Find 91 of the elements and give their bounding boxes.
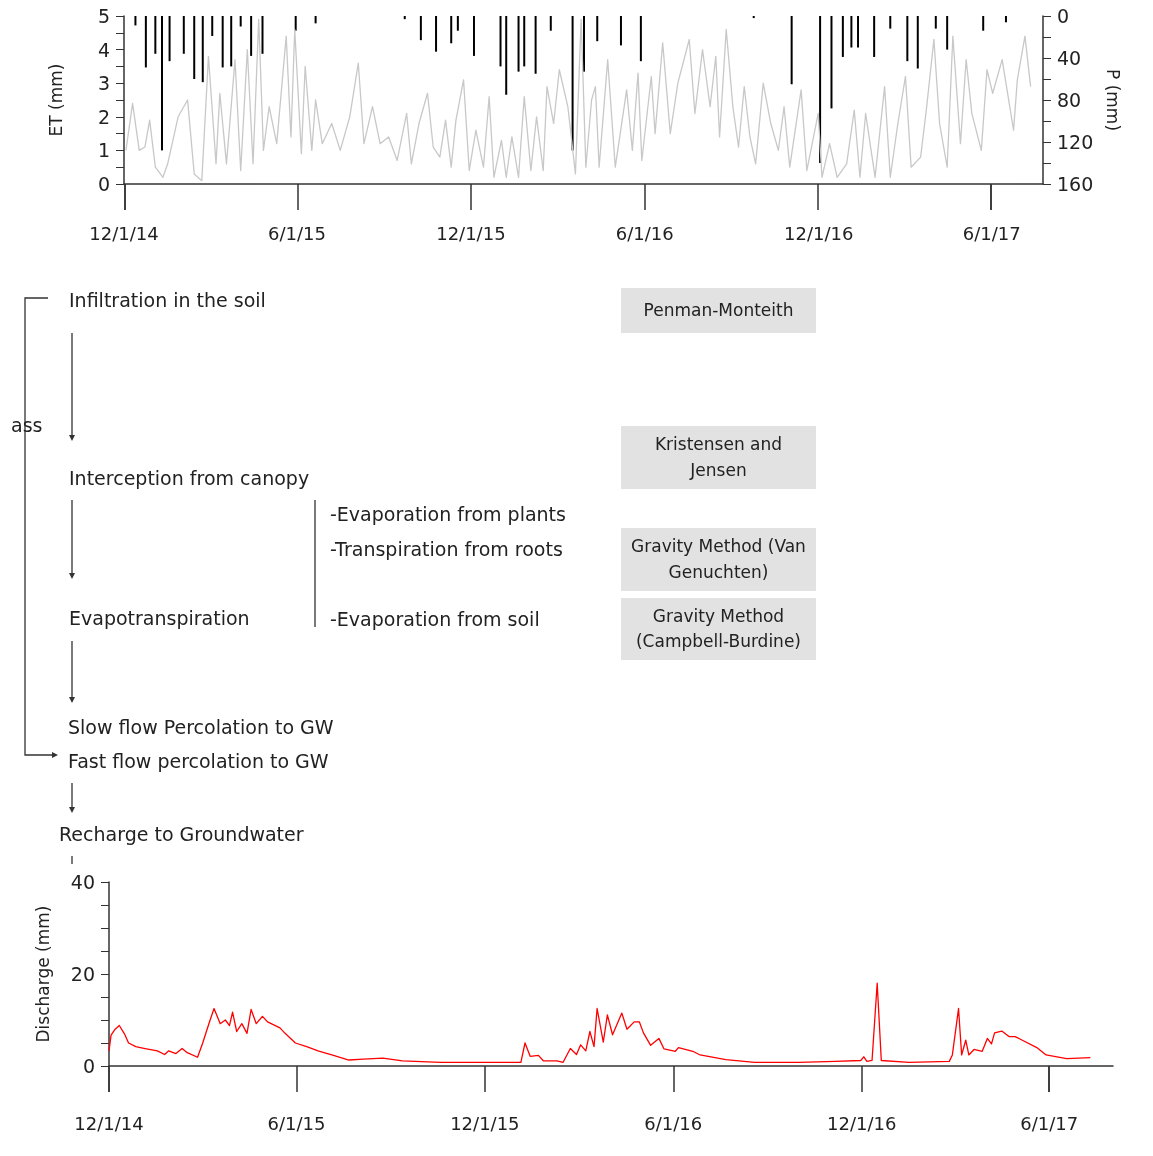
- text: Gravity Method (Campbell-Burdine): [621, 598, 816, 660]
- x-tick-label: 12/1/16: [784, 222, 854, 244]
- x-tick-label: 6/1/15: [267, 1112, 326, 1134]
- x-tick-label: 12/1/16: [827, 1112, 897, 1134]
- bar: [752, 16, 755, 19]
- bar: [230, 16, 233, 67]
- y-tick-label: 1: [97, 139, 110, 162]
- y-tick-label: 3: [97, 72, 110, 95]
- bar: [419, 16, 422, 41]
- x-tick-label: 12/1/15: [436, 222, 506, 244]
- text: -Evaporation from soil: [330, 608, 540, 630]
- x-tick-label: 12/1/14: [89, 222, 159, 244]
- text: Recharge to Groundwater: [59, 823, 304, 845]
- y2-tick-label: 40: [1057, 47, 1082, 69]
- text: Penman-Monteith: [621, 288, 816, 333]
- text: Infiltration in the soil: [69, 289, 266, 311]
- text: Kristensen and Jensen: [621, 426, 816, 489]
- x-tick-label: 6/1/15: [268, 222, 326, 244]
- bar: [450, 16, 453, 44]
- x-tick-label: 6/1/17: [1020, 1112, 1079, 1134]
- bar: [239, 16, 242, 27]
- y2-tick-label: 120: [1057, 131, 1094, 153]
- bar: [294, 16, 297, 31]
- bar: [982, 16, 985, 31]
- bar: [403, 16, 406, 20]
- y-tick-label: 0: [82, 1055, 95, 1077]
- bar: [889, 16, 892, 29]
- bar: [857, 16, 860, 48]
- bar: [850, 16, 853, 48]
- bar: [619, 16, 622, 46]
- y-tick-label: 0: [97, 173, 110, 195]
- bar: [596, 16, 599, 42]
- bar: [830, 16, 833, 109]
- x-tick-label: 6/1/16: [644, 1112, 703, 1134]
- y2-tick-label: 80: [1057, 89, 1082, 111]
- bar: [221, 16, 224, 68]
- x-tick-label: 12/1/14: [74, 1112, 144, 1134]
- x-tick-label: 12/1/15: [450, 1112, 520, 1134]
- y-tick-label: 2: [97, 105, 110, 128]
- line-series: [125, 18, 1032, 182]
- bar: [534, 16, 537, 74]
- y-axis-title: ET (mm): [45, 63, 66, 137]
- bar: [201, 16, 204, 83]
- y2-tick-label: 160: [1057, 173, 1094, 195]
- bar: [211, 16, 214, 36]
- text: Evapotranspiration: [69, 607, 250, 629]
- bar: [193, 16, 196, 79]
- text: Slow flow Percolation to GW: [68, 716, 334, 738]
- bar: [499, 16, 502, 67]
- bar: [934, 16, 937, 29]
- line-series: [108, 982, 1091, 1063]
- bar: [134, 16, 137, 26]
- bar: [571, 16, 574, 151]
- x-tick-label: 6/1/16: [615, 222, 674, 244]
- bar: [790, 16, 793, 85]
- bar: [841, 16, 844, 57]
- bar: [906, 16, 909, 62]
- y-tick-label: 4: [97, 38, 110, 61]
- bar: [314, 16, 317, 24]
- bar: [523, 16, 526, 67]
- bar: [160, 16, 163, 151]
- text: Gravity Method (Van Genuchten): [621, 528, 816, 591]
- bar: [1004, 16, 1007, 23]
- y-tick-label: 40: [70, 871, 95, 893]
- text: -Transpiration from roots: [330, 538, 563, 560]
- bar: [261, 16, 264, 54]
- bar: [168, 16, 171, 62]
- bar: [873, 16, 876, 57]
- bar: [549, 16, 552, 31]
- text: Interception from canopy: [69, 467, 310, 489]
- x-tick-label: 6/1/17: [962, 222, 1021, 244]
- y-axis-title: Discharge (mm): [32, 905, 53, 1043]
- y-tick-label: 5: [97, 5, 110, 27]
- bar: [144, 16, 147, 68]
- bar: [946, 16, 949, 50]
- bar: [517, 16, 520, 72]
- y-tick-label: 20: [70, 963, 95, 985]
- y2-axis-title: P (mm): [1102, 68, 1123, 132]
- y2-tick-label: 0: [1057, 5, 1070, 27]
- bar: [250, 16, 253, 56]
- bar: [472, 16, 475, 56]
- bar: [916, 16, 919, 69]
- bar: [582, 16, 585, 72]
- bar: [456, 16, 459, 31]
- bar: [639, 16, 642, 62]
- bar: [182, 16, 185, 54]
- bar: [505, 16, 508, 95]
- text: -Evaporation from plants: [330, 503, 566, 525]
- bar: [154, 16, 157, 54]
- text: Fast flow percolation to GW: [68, 750, 329, 772]
- bar: [435, 16, 438, 52]
